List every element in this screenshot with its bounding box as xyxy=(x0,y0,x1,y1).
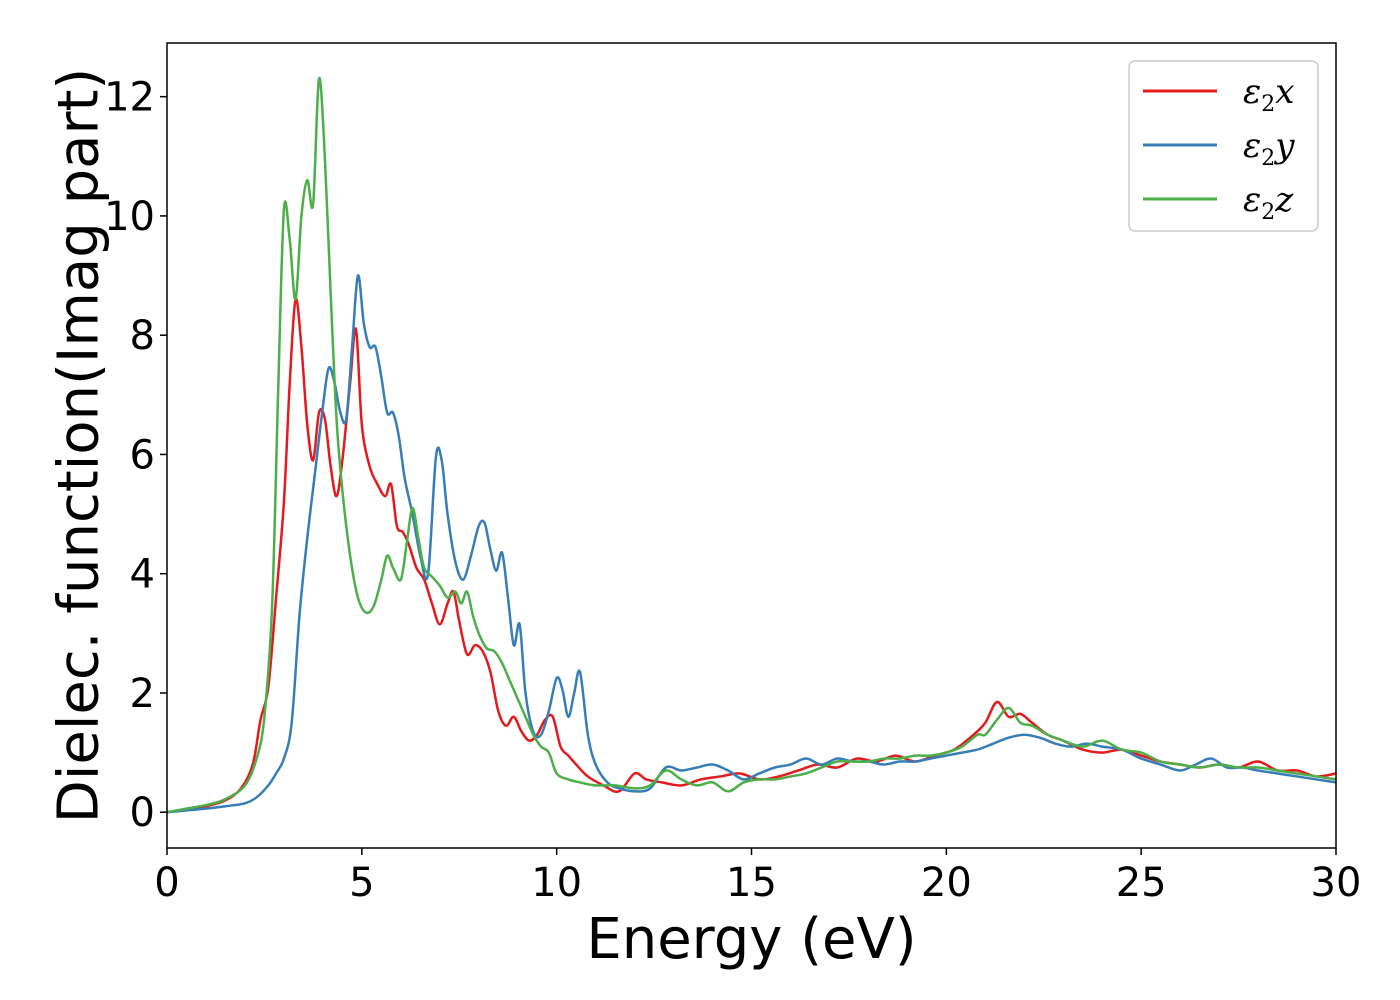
legend-label: ε2y xyxy=(1243,126,1295,171)
x-tick-label: 0 xyxy=(154,860,179,906)
y-tick-label: 6 xyxy=(130,432,155,478)
y-tick-label: 12 xyxy=(104,75,155,121)
series-line-3 xyxy=(167,76,1336,814)
y-tick-label: 2 xyxy=(130,671,155,717)
x-tick-label: 30 xyxy=(1311,860,1362,906)
tick-layer: 0 5 10 15 20 25 30 0 2 4 6 8 10 12 xyxy=(104,75,1361,906)
y-axis-label: Dielec. function(Imag part) xyxy=(47,68,112,824)
series-line-2 xyxy=(167,274,1336,814)
x-axis-label: Energy (eV) xyxy=(586,907,916,972)
y-tick-label: 8 xyxy=(130,313,155,359)
x-tick-label: 15 xyxy=(726,860,777,906)
series-line-1 xyxy=(167,297,1336,814)
x-tick-label: 20 xyxy=(921,860,972,906)
legend-box xyxy=(1128,60,1319,232)
x-tick-label: 5 xyxy=(349,860,374,906)
legend: ε2x ε2y ε2z xyxy=(1128,60,1319,232)
legend-label: ε2z xyxy=(1243,180,1294,225)
y-tick-label: 0 xyxy=(130,790,155,836)
y-tick-label: 4 xyxy=(130,552,155,598)
series-layer xyxy=(167,76,1336,814)
x-tick-label: 10 xyxy=(531,860,582,906)
x-tick-label: 25 xyxy=(1116,860,1167,906)
legend-label: ε2x xyxy=(1243,72,1294,117)
y-tick-label: 10 xyxy=(104,194,155,240)
